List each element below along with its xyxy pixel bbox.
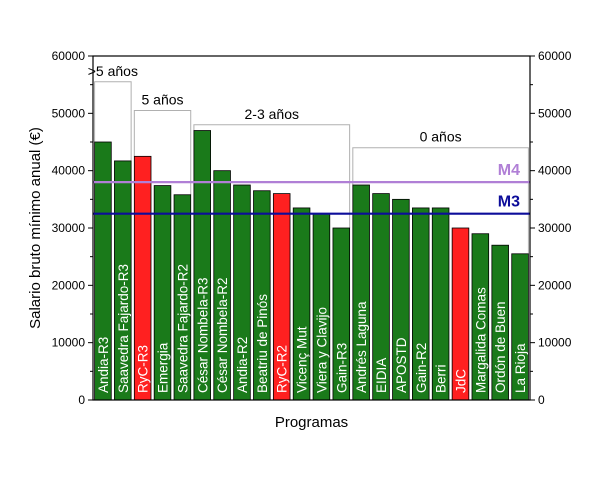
group-bracket xyxy=(352,147,529,254)
group-bracket xyxy=(94,81,132,161)
tick-label: 50000 xyxy=(52,106,86,120)
bar-label: RyC-R3 xyxy=(136,345,151,393)
right-axis-ticks: 0 10000 20000 30000 40000 50000 60000 xyxy=(530,49,572,407)
bar-label: La Rioja xyxy=(513,343,528,393)
bar-label: Ordón de Buen xyxy=(493,301,508,393)
bars xyxy=(94,130,529,401)
bar-label: Gain-R2 xyxy=(414,343,429,393)
group-label: 0 años xyxy=(420,129,462,145)
tick-label: 10000 xyxy=(538,336,572,350)
reference-line-label: M4 xyxy=(498,162,520,179)
group-label: 5 años xyxy=(141,91,183,107)
bar-label: Berri xyxy=(434,364,449,393)
reference-line-label: M3 xyxy=(498,194,520,211)
tick-label: 50000 xyxy=(538,106,572,120)
bar-label: Andrés Laguna xyxy=(354,301,369,393)
tick-label: 60000 xyxy=(52,49,86,63)
tick-label: 0 xyxy=(538,393,545,407)
tick-label: 30000 xyxy=(538,221,572,235)
tick-label: 40000 xyxy=(538,164,572,178)
left-axis-ticks: 0 10000 20000 30000 40000 50000 60000 xyxy=(52,49,93,407)
reference-lines: M4 M3 xyxy=(93,162,530,215)
tick-label: 60000 xyxy=(538,49,572,63)
tick-label: 20000 xyxy=(52,278,86,292)
tick-label: 30000 xyxy=(52,221,86,235)
tick-label: 0 xyxy=(78,393,85,407)
group-label: >5 años xyxy=(88,63,138,79)
bar-label: César Nombela-R2 xyxy=(215,277,230,393)
tick-label: 10000 xyxy=(52,336,86,350)
bar-label: Saavedra Fajardo-R2 xyxy=(175,264,190,393)
group-label: 2-3 años xyxy=(245,106,299,122)
bar-label: Andia-R3 xyxy=(96,337,111,393)
bar-label: Emergia xyxy=(156,342,171,393)
bar-label: RyC-R2 xyxy=(275,345,290,393)
tick-label: 40000 xyxy=(52,164,86,178)
tick-label: 20000 xyxy=(538,278,572,292)
bar-label: JdC xyxy=(453,369,468,393)
bar-label: Vicenç Mut xyxy=(295,326,310,393)
group-bracket xyxy=(193,124,351,228)
bar-label: Beatriu de Pinós xyxy=(255,294,270,393)
bar-label: César Nombela-R3 xyxy=(195,277,210,393)
bar-labels: Andia-R3 Saavedra Fajardo-R3 RyC-R3 Emergia… xyxy=(96,264,528,393)
y-axis-title: Salario bruto mínimo anual (€) xyxy=(27,127,44,329)
x-axis-title: Programas xyxy=(275,414,348,431)
bar-label: Gain-R3 xyxy=(334,343,349,393)
bar-label: Viera y Clavijo xyxy=(314,307,329,393)
bar-label: Andia-R2 xyxy=(235,337,250,393)
group-bracket xyxy=(133,109,192,195)
bar-label: APOSTD xyxy=(394,337,409,393)
bar-label: Margalida Comas xyxy=(473,287,488,393)
bar-label: Saavedra Fajardo-R3 xyxy=(116,264,131,393)
bar-label: EIDIA xyxy=(374,358,389,393)
